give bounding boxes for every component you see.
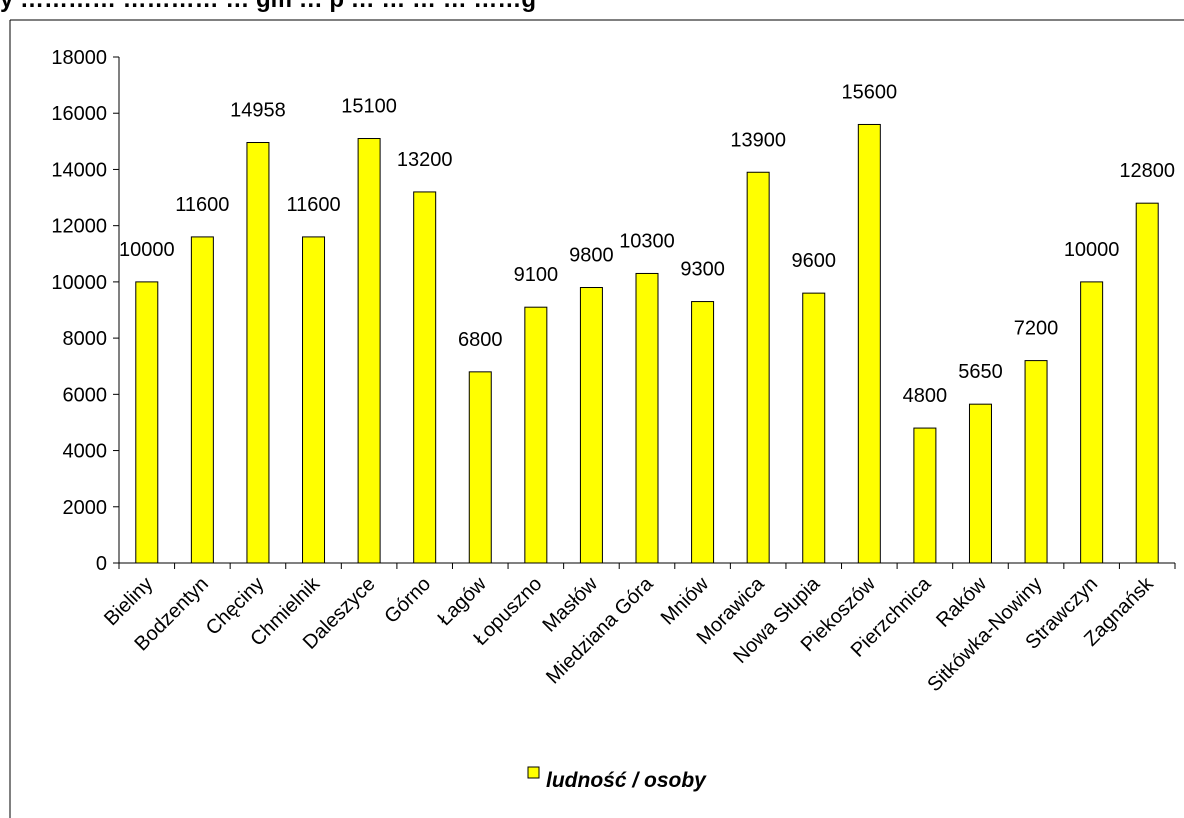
y-axis: 0 2000 4000 6000 8000 10000 12000 14000 16000 180… xyxy=(51,47,120,575)
bar xyxy=(302,236,326,564)
y-tick-label: 6000 xyxy=(63,384,108,406)
bar xyxy=(691,301,715,564)
bar-value-label: 11600 xyxy=(286,194,340,216)
bar xyxy=(524,306,548,564)
bar xyxy=(635,272,659,564)
value-labels: 10000 11600 14958 11600 15100 13200 6800 9100 98… xyxy=(119,81,1175,407)
y-tick-label: 0 xyxy=(96,553,107,575)
y-tick-label: 12000 xyxy=(51,216,107,238)
bar xyxy=(413,191,437,564)
bar xyxy=(968,403,992,564)
bar-value-label: 13900 xyxy=(730,129,786,151)
bar xyxy=(1080,281,1104,564)
bar-value-label: 10300 xyxy=(619,230,675,252)
bar-value-label: 12800 xyxy=(1119,160,1175,182)
y-tick-label: 10000 xyxy=(51,272,107,294)
bar-value-label: 14958 xyxy=(230,100,286,122)
bar-value-label: 7200 xyxy=(1014,318,1059,340)
bar-value-label: 9600 xyxy=(791,250,836,272)
bar-value-label: 9800 xyxy=(569,245,614,267)
y-tick-label: 2000 xyxy=(63,497,108,519)
y-tick-label: 8000 xyxy=(63,328,108,350)
bar xyxy=(190,236,214,564)
bar xyxy=(468,371,492,564)
bar-value-label: 9100 xyxy=(514,264,559,286)
bar-value-label: 11600 xyxy=(175,194,229,216)
bar xyxy=(746,171,770,564)
bar-value-label: 15100 xyxy=(341,96,397,118)
bar-value-label: 13200 xyxy=(397,149,453,171)
bar-value-label: 4800 xyxy=(903,385,948,407)
bar-value-label: 9300 xyxy=(680,259,725,281)
bars xyxy=(135,123,1159,564)
y-tick-label: 18000 xyxy=(51,47,107,69)
x-tick-label: Górno xyxy=(380,573,435,628)
bar xyxy=(357,138,381,564)
bar-value-label: 15600 xyxy=(842,81,898,103)
y-tick-label: 14000 xyxy=(51,159,107,181)
legend-swatch xyxy=(527,766,540,779)
bar-value-label: 6800 xyxy=(458,329,503,351)
bar xyxy=(1024,360,1048,564)
x-axis: BielinyBodzentynChęcinyChmielnikDaleszyc… xyxy=(100,562,1176,696)
y-tick-label: 4000 xyxy=(63,441,108,463)
page-title: y ………… ………… … gm … p … … … … ……g xyxy=(0,0,536,14)
bar-value-label: 10000 xyxy=(119,239,175,261)
bar xyxy=(135,281,159,564)
bar xyxy=(913,427,937,564)
legend-label: ludność / osoby xyxy=(546,769,707,792)
bar xyxy=(1135,202,1159,564)
bar xyxy=(579,287,603,564)
bar xyxy=(246,142,270,564)
legend: ludność / osoby xyxy=(527,766,707,792)
bar xyxy=(857,123,881,564)
y-tick-label: 16000 xyxy=(51,103,107,125)
bar-value-label: 10000 xyxy=(1064,239,1120,261)
bar xyxy=(802,292,826,564)
bar-value-label: 5650 xyxy=(958,361,1003,383)
